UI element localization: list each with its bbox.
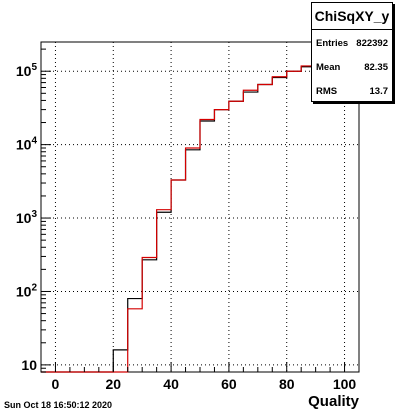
stat-rms-label: RMS xyxy=(316,85,338,97)
y-tick-label: 103 xyxy=(16,209,38,226)
stats-box: ChiSqXY_y Entries 822392 Mean 82.35 RMS … xyxy=(311,2,393,102)
y-tick-label: 10 xyxy=(21,357,37,373)
x-tick-label: 20 xyxy=(105,376,121,392)
x-tick-label: 60 xyxy=(221,376,237,392)
histogram-series-2 xyxy=(41,64,345,373)
series-layer xyxy=(41,64,345,373)
stat-rms: RMS 13.7 xyxy=(316,83,388,99)
y-tick-label: 102 xyxy=(16,282,38,299)
stats-title: ChiSqXY_y xyxy=(312,3,392,30)
x-tick-label: 80 xyxy=(279,376,295,392)
grid xyxy=(41,42,359,372)
x-tick-label: 100 xyxy=(333,376,357,392)
stat-mean-value: 82.35 xyxy=(364,61,388,73)
timestamp: Sun Oct 18 16:50:12 2020 xyxy=(4,400,113,410)
plot-frame xyxy=(40,41,360,373)
y-tick-label: 105 xyxy=(16,62,38,79)
x-tick-label: 0 xyxy=(52,376,60,392)
y-tick-label: 104 xyxy=(16,136,38,153)
stat-mean-label: Mean xyxy=(316,61,341,73)
x-axis-label: Quality xyxy=(308,393,360,410)
stat-rms-value: 13.7 xyxy=(369,85,389,97)
stat-mean: Mean 82.35 xyxy=(316,59,388,75)
stat-entries: Entries 822392 xyxy=(316,35,388,51)
stat-entries-label: Entries xyxy=(316,37,349,49)
x-tick-label: 40 xyxy=(163,376,179,392)
stat-entries-value: 822392 xyxy=(356,37,388,49)
